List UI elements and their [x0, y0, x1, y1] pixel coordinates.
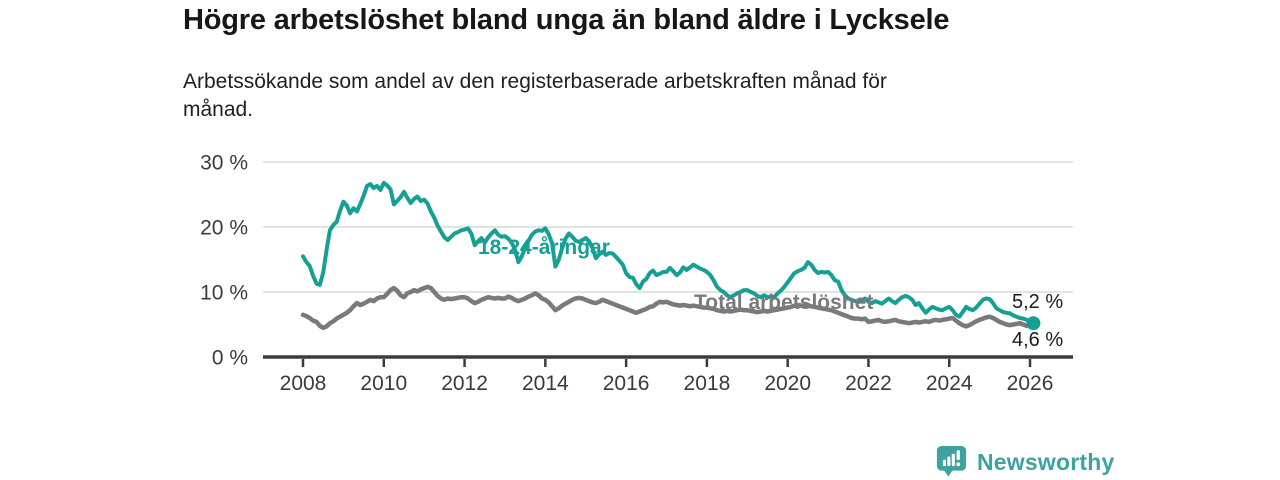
- x-axis-tickmarks: [301, 359, 1032, 367]
- end-value-label-youth: 5,2 %: [1012, 291, 1063, 313]
- chart-title: Högre arbetslöshet bland unga än bland ä…: [183, 4, 950, 36]
- x-tick-label: 2016: [603, 372, 650, 395]
- x-tick-label: 2010: [360, 372, 407, 395]
- x-tick-label: 2024: [926, 372, 973, 395]
- y-tick-label: 10 %: [200, 282, 248, 305]
- chart-subtitle: Arbetssökande som andel av den registerb…: [183, 68, 887, 124]
- y-tick-label: 20 %: [200, 217, 248, 240]
- x-tick-label: 2012: [441, 372, 488, 395]
- line-youth-unemployment: [301, 180, 1036, 326]
- x-tick-label: 2018: [684, 372, 731, 395]
- chart-subtitle-line1: Arbetssökande som andel av den registerb…: [183, 70, 887, 93]
- y-tick-label: 0 %: [212, 347, 248, 370]
- newsworthy-logo-icon: [936, 446, 967, 477]
- endpoint-dot: [1026, 316, 1041, 331]
- series-label-youth: 18-24-åringar: [478, 236, 610, 259]
- chart-subtitle-line2: månad.: [183, 98, 254, 121]
- x-tick-label: 2026: [1007, 372, 1054, 395]
- y-tick-label: 30 %: [200, 152, 248, 175]
- y-axis-labels: 0 % 10 % 20 % 30 %: [200, 152, 248, 370]
- end-value-label-total: 4,6 %: [1012, 329, 1063, 351]
- x-tick-label: 2014: [522, 372, 569, 395]
- x-tick-label: 2008: [280, 372, 327, 395]
- x-tick-label: 2020: [764, 372, 811, 395]
- x-tick-label: 2022: [845, 372, 892, 395]
- series-label-total: Total arbetslöshet: [694, 291, 873, 314]
- brand-footer[interactable]: Newsworthy: [936, 445, 1114, 479]
- line-total-unemployment: [300, 284, 1036, 331]
- brand-name: Newsworthy: [977, 448, 1115, 475]
- x-axis-labels: 2008 2010 2012 2014 2016 2018 2020 2022 …: [280, 372, 1054, 395]
